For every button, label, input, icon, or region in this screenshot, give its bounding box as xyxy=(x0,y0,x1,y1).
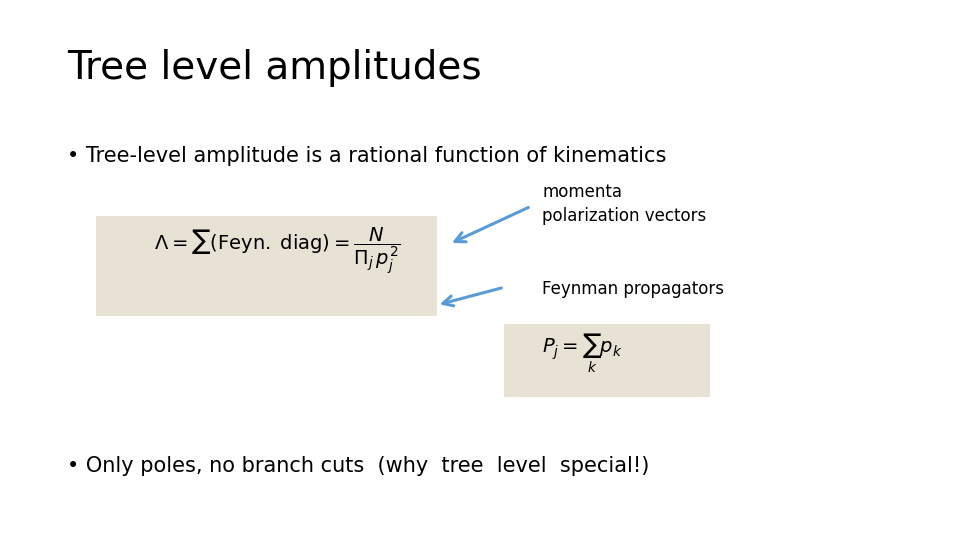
FancyBboxPatch shape xyxy=(96,216,437,316)
Text: momenta: momenta xyxy=(542,183,622,201)
Text: • Only poles, no branch cuts  (why  tree  level  special!): • Only poles, no branch cuts (why tree l… xyxy=(67,456,650,476)
Text: $\Lambda = \sum(\mathrm{Feyn.\; diag}) = \dfrac{N}{\Pi_j\, p_j^2}$: $\Lambda = \sum(\mathrm{Feyn.\; diag}) =… xyxy=(154,226,400,276)
Text: polarization vectors: polarization vectors xyxy=(542,207,707,225)
Text: $P_j = \sum_k p_k$: $P_j = \sum_k p_k$ xyxy=(542,332,623,375)
Text: Tree level amplitudes: Tree level amplitudes xyxy=(67,49,482,86)
Text: Feynman propagators: Feynman propagators xyxy=(542,280,725,298)
Text: • Tree-level amplitude is a rational function of kinematics: • Tree-level amplitude is a rational fun… xyxy=(67,146,666,166)
FancyBboxPatch shape xyxy=(504,324,710,397)
